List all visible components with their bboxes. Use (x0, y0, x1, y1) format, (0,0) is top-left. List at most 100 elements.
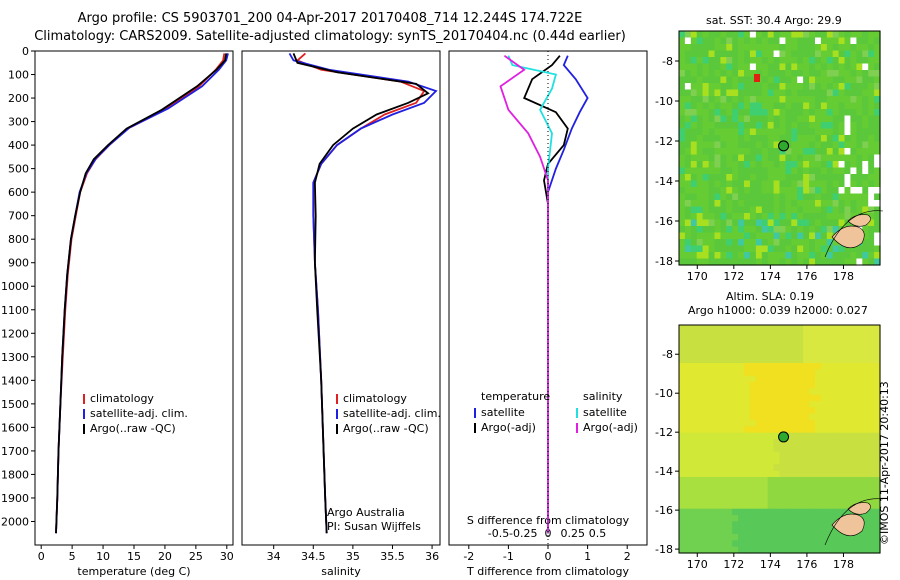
map-cell (696, 50, 704, 58)
y-tick-label: 600 (8, 186, 29, 199)
map-cell (726, 470, 733, 478)
map-cell (773, 401, 781, 408)
map-cell (708, 356, 716, 364)
map-cell (690, 135, 698, 143)
map-cell (679, 350, 686, 358)
map-cell (874, 337, 881, 345)
map-cell (785, 102, 792, 110)
map-cell (684, 369, 692, 377)
map-cell (815, 232, 822, 240)
map-cell (779, 534, 786, 541)
map-cell (826, 356, 834, 364)
map-cell (785, 135, 792, 143)
map-cell (749, 57, 757, 65)
map-cell (726, 527, 733, 535)
map-cell (714, 508, 721, 516)
map-cell (832, 420, 840, 427)
map-cell (791, 325, 798, 332)
map-cell (874, 109, 881, 117)
map-cell (832, 37, 840, 45)
map-cell (815, 325, 822, 332)
map-cell (690, 337, 698, 345)
map-cell (726, 363, 733, 370)
map-cell (832, 148, 840, 156)
map-cell (732, 57, 739, 65)
map-cell (732, 356, 739, 364)
map-cell (726, 350, 733, 358)
map-cell (838, 546, 846, 554)
map-cell (696, 388, 704, 396)
map-cell (761, 502, 769, 510)
map-cell (738, 76, 745, 84)
map-cell (797, 477, 804, 484)
map-cell (690, 122, 698, 130)
map-cell (862, 407, 869, 415)
map-cell (773, 477, 781, 484)
map-cell (720, 96, 727, 104)
map-cell (761, 135, 769, 143)
map-cell (874, 89, 881, 97)
map-cell (803, 70, 810, 78)
map-cell (856, 44, 863, 52)
map-cell (874, 174, 881, 182)
map-cell (874, 407, 881, 415)
map-cell (684, 89, 692, 97)
map-cell (785, 122, 792, 130)
map-cell (773, 135, 781, 143)
map-cell (779, 413, 786, 421)
map-cell (785, 76, 792, 84)
map-cell (702, 200, 710, 208)
map-cell (779, 258, 786, 266)
map-cell (744, 213, 751, 221)
map-cell (862, 187, 869, 195)
map-cell (690, 148, 698, 156)
map-cell (797, 174, 804, 182)
y-tick-label: 900 (8, 257, 29, 270)
map-cell (714, 232, 721, 240)
map-cell (726, 483, 733, 491)
map-cell (856, 63, 863, 71)
map-cell (838, 161, 846, 169)
map-cell (862, 483, 869, 491)
map-cell (761, 534, 769, 541)
map-cell (838, 325, 846, 332)
map-cell (862, 44, 869, 52)
map-cell (714, 200, 721, 208)
map-cell (844, 451, 851, 459)
map-cell (684, 426, 692, 434)
map-cell (690, 57, 698, 65)
map-cell (749, 477, 757, 484)
map-cell (874, 76, 881, 84)
x-axis-label: salinity (321, 565, 361, 578)
map-cell (797, 527, 804, 535)
map-cell (690, 206, 698, 214)
map-cell (803, 534, 810, 541)
map-cell (856, 331, 863, 339)
map-cell (785, 239, 792, 247)
map-cell (761, 521, 769, 529)
map-cell (850, 546, 857, 554)
map-cell (761, 161, 769, 169)
map-cell (720, 102, 727, 110)
map-cell (720, 154, 727, 162)
map-cell (773, 83, 781, 91)
map-cell (868, 70, 875, 78)
map-cell (826, 363, 834, 370)
map-cell (862, 96, 869, 104)
map-cell (749, 37, 757, 45)
map-cell (779, 515, 786, 522)
map-cell (755, 193, 763, 201)
map-cell (838, 31, 846, 39)
map-cell (826, 83, 834, 91)
map-cell (809, 350, 816, 358)
map-cell (720, 50, 727, 58)
map-cell (779, 420, 786, 427)
map-cell (702, 148, 710, 156)
map-cell (797, 258, 804, 266)
map-cell (809, 128, 816, 136)
map-cell (684, 167, 692, 175)
map-cell (714, 226, 721, 234)
map-cell (791, 394, 798, 402)
map-cell (726, 206, 733, 214)
map-cell (714, 464, 721, 472)
